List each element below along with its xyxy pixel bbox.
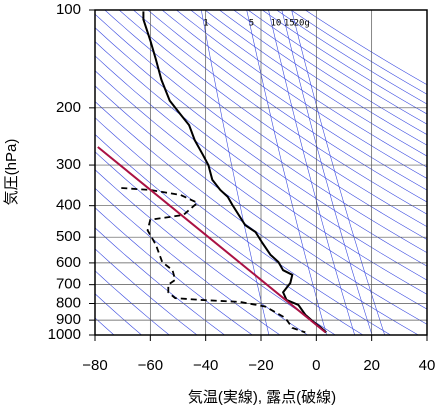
dry-adiabat bbox=[95, 227, 225, 335]
dry-adiabat bbox=[204, 10, 427, 157]
mixing-ratio-line bbox=[201, 10, 270, 335]
plot-frame bbox=[94, 9, 428, 336]
dry-adiabat bbox=[147, 10, 427, 203]
y-tick-label: 1000 bbox=[48, 326, 81, 343]
mixing-ratio-label: 15 bbox=[284, 19, 295, 29]
x-tick-label: −20 bbox=[248, 357, 273, 374]
y-tick-label: 600 bbox=[56, 254, 81, 271]
dry-adiabat bbox=[118, 10, 427, 228]
dry-adiabat bbox=[95, 248, 198, 335]
dry-adiabat bbox=[247, 10, 427, 125]
labels: 1 5 10 1520g1002003004005006007008009001000… bbox=[48, 1, 436, 374]
x-tick-label: 20 bbox=[363, 357, 380, 374]
mixing-ratio-line bbox=[246, 10, 327, 335]
y-tick-label: 700 bbox=[56, 276, 81, 293]
y-tick-label: 100 bbox=[56, 1, 81, 18]
mixing-ratio-line bbox=[268, 10, 355, 335]
dry-adiabat bbox=[233, 10, 427, 135]
dry-adiabat bbox=[190, 10, 427, 168]
dry-adiabat bbox=[161, 10, 427, 191]
x-tick-label: −40 bbox=[193, 357, 218, 374]
y-tick-label: 200 bbox=[56, 99, 81, 116]
background-lines bbox=[95, 10, 427, 335]
dry-adiabat bbox=[133, 10, 427, 215]
dry-adiabat bbox=[95, 207, 253, 335]
dry-adiabat bbox=[95, 270, 170, 335]
dry-adiabat bbox=[95, 187, 281, 335]
y-tick-label: 300 bbox=[56, 156, 81, 173]
dry-adiabat bbox=[305, 10, 427, 86]
mixing-ratio-label: 20g bbox=[294, 19, 310, 29]
dry-adiabat bbox=[95, 134, 364, 335]
mixing-ratio-line bbox=[291, 10, 385, 335]
y-tick-label: 500 bbox=[56, 228, 81, 245]
profile-line bbox=[121, 187, 306, 334]
dry-adiabat bbox=[276, 10, 427, 105]
x-tick-label: 0 bbox=[312, 357, 320, 374]
dry-adiabat bbox=[95, 27, 427, 267]
y-tick-label: 900 bbox=[56, 311, 81, 328]
x-tick-label: −60 bbox=[138, 357, 163, 374]
x-tick-label: −80 bbox=[82, 357, 107, 374]
dry-adiabat bbox=[95, 13, 427, 254]
y-tick-label: 800 bbox=[56, 294, 81, 311]
mixing-ratio-label: 1 bbox=[203, 19, 208, 29]
y-axis-label: 気圧(hPa) bbox=[3, 139, 20, 206]
dry-adiabat bbox=[95, 151, 336, 335]
dry-adiabat bbox=[95, 85, 427, 325]
x-tick-label: 40 bbox=[419, 357, 436, 374]
dry-adiabat bbox=[95, 41, 427, 281]
dry-adiabat bbox=[262, 10, 427, 115]
mixing-ratio-label: 10 bbox=[270, 19, 281, 29]
dry-adiabat bbox=[290, 10, 427, 95]
profile-line bbox=[97, 146, 327, 334]
x-axis-label: 気温(実線), 露点(破線) bbox=[188, 389, 336, 406]
dry-adiabat bbox=[176, 10, 427, 179]
dry-adiabat bbox=[95, 117, 391, 335]
dry-adiabat bbox=[95, 55, 427, 295]
y-tick-label: 400 bbox=[56, 197, 81, 214]
dry-adiabat bbox=[104, 10, 427, 240]
dry-adiabat bbox=[95, 70, 427, 310]
dry-adiabat bbox=[95, 101, 419, 335]
dry-adiabat bbox=[95, 169, 308, 335]
mixing-ratio-label: 5 bbox=[249, 19, 254, 29]
mixing-ratio-line bbox=[281, 10, 373, 335]
dry-adiabat bbox=[219, 10, 427, 146]
profile-line bbox=[142, 11, 327, 334]
profiles bbox=[97, 11, 327, 334]
